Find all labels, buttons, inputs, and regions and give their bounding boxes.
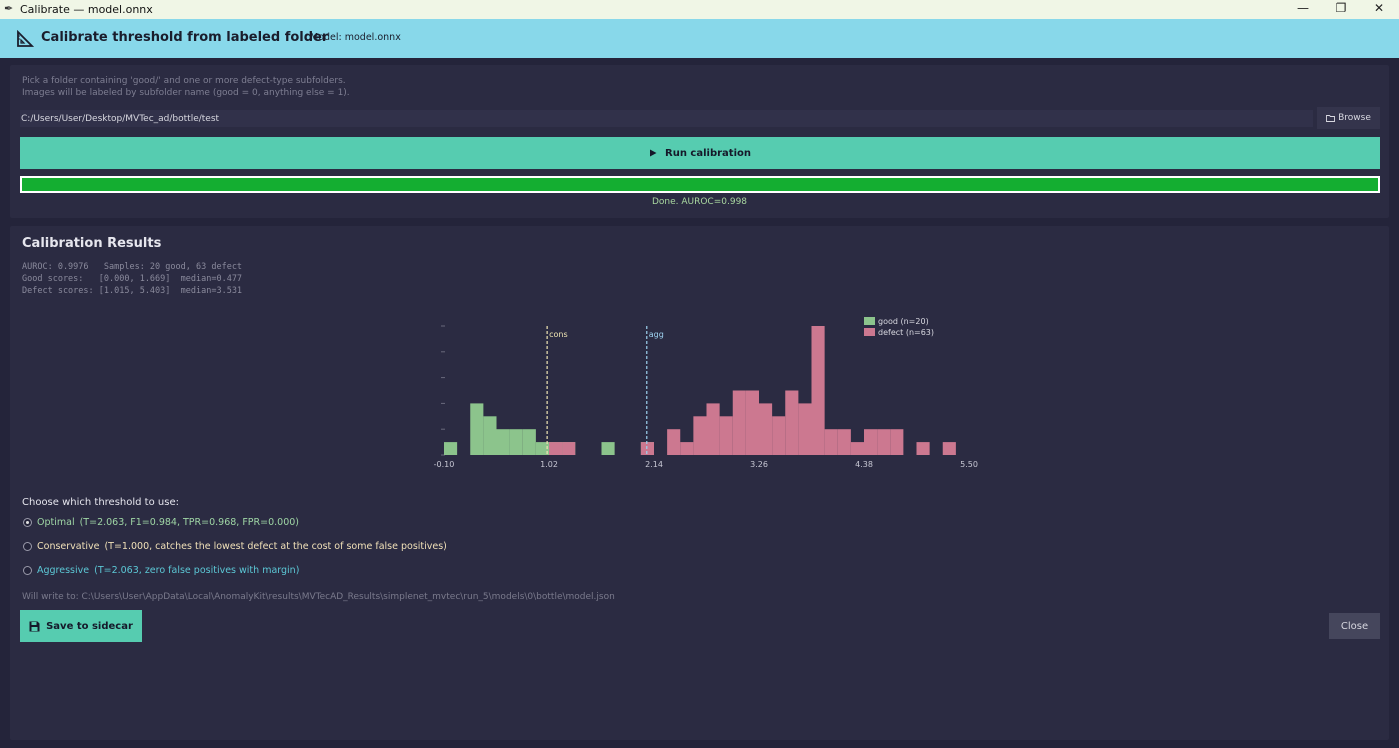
run-calibration-button[interactable]: Run calibration bbox=[20, 137, 1380, 169]
dialog-heading: Calibrate threshold from labeled folder bbox=[41, 30, 329, 45]
maximize-button[interactable]: ❐ bbox=[1335, 1, 1347, 15]
defect-bar bbox=[772, 416, 786, 455]
defect-bar bbox=[640, 442, 654, 455]
radio-aggressive[interactable]: Aggressive (T=2.063, zero false positive… bbox=[23, 565, 299, 576]
defect-bar bbox=[877, 429, 891, 455]
legend-entry: good (n=20) bbox=[878, 317, 929, 326]
optimal-option-detail: (T=2.063, F1=0.984, TPR=0.968, FPR=0.000… bbox=[79, 517, 299, 528]
good-bar bbox=[601, 442, 615, 455]
radio-optimal[interactable]: Optimal (T=2.063, F1=0.984, TPR=0.968, F… bbox=[23, 517, 299, 528]
calibration-status: Done. AUROC=0.998 bbox=[651, 197, 748, 207]
play-icon bbox=[650, 149, 657, 157]
model-label: Model: model.onnx bbox=[310, 32, 401, 43]
radio-button-aggressive[interactable] bbox=[23, 566, 32, 575]
good-bar bbox=[496, 429, 510, 455]
defect-bar bbox=[549, 442, 563, 455]
progress-fill bbox=[22, 178, 1378, 191]
progress-bar bbox=[20, 176, 1380, 193]
conservative-option-detail: (T=1.000, catches the lowest defect at t… bbox=[104, 541, 447, 552]
conservative-option-name: Conservative bbox=[37, 541, 100, 552]
defect-bar bbox=[785, 390, 799, 455]
folder-path-input[interactable] bbox=[20, 110, 1313, 127]
defect-bar bbox=[719, 416, 733, 455]
x-tick-label: 1.02 bbox=[540, 460, 558, 469]
minimize-button[interactable]: — bbox=[1297, 1, 1309, 15]
radio-button-conservative[interactable] bbox=[23, 542, 32, 551]
good-bar bbox=[509, 429, 523, 455]
close-button[interactable]: Close bbox=[1329, 613, 1380, 639]
x-tick-label: 2.14 bbox=[645, 460, 663, 469]
defect-bar bbox=[706, 403, 720, 455]
defect-bar bbox=[667, 429, 681, 455]
header-banner: Calibrate threshold from labeled folder … bbox=[0, 19, 1399, 58]
results-panel bbox=[10, 226, 1389, 740]
optimal-option-name: Optimal bbox=[37, 517, 75, 528]
legend-swatch bbox=[864, 328, 875, 336]
defect-bar bbox=[745, 390, 759, 455]
folder-hint-line1: Pick a folder containing 'good/' and one… bbox=[22, 76, 346, 86]
close-window-button[interactable]: ✕ bbox=[1373, 1, 1385, 15]
feather-app-icon: ✒ bbox=[4, 2, 14, 15]
folder-hint-line2: Images will be labeled by subfolder name… bbox=[22, 88, 350, 98]
defect-bar bbox=[759, 403, 773, 455]
defect-bar bbox=[837, 429, 851, 455]
defect-bar bbox=[693, 416, 707, 455]
defect-bar bbox=[916, 442, 930, 455]
legend-swatch bbox=[864, 317, 875, 325]
browse-button[interactable]: Browse bbox=[1317, 107, 1380, 129]
radio-button-optimal[interactable] bbox=[23, 518, 32, 527]
browse-label: Browse bbox=[1338, 113, 1371, 123]
defect-bar bbox=[824, 429, 838, 455]
defect-bar bbox=[850, 442, 864, 455]
ruler-triangle-icon bbox=[17, 30, 34, 47]
save-to-sidecar-button[interactable]: Save to sidecar bbox=[20, 610, 142, 642]
threshold-choice-prompt: Choose which threshold to use: bbox=[22, 497, 179, 508]
good-bar bbox=[535, 442, 549, 455]
window-title-bar: ✒ Calibrate — model.onnx — ❐ ✕ bbox=[0, 0, 1399, 19]
window-title: Calibrate — model.onnx bbox=[20, 3, 153, 16]
results-title: Calibration Results bbox=[22, 236, 162, 251]
defect-bar bbox=[811, 326, 825, 455]
x-tick-label: -0.10 bbox=[434, 460, 455, 469]
good-bar bbox=[470, 403, 484, 455]
x-tick-label: 5.50 bbox=[960, 460, 978, 469]
folder-icon bbox=[1326, 115, 1336, 122]
save-to-sidecar-label: Save to sidecar bbox=[46, 620, 133, 632]
defect-bar bbox=[942, 442, 956, 455]
aggressive-option-name: Aggressive bbox=[37, 565, 90, 576]
x-tick-label: 4.38 bbox=[855, 460, 873, 469]
defect-bar bbox=[890, 429, 904, 455]
defect-bar bbox=[732, 390, 746, 455]
stats-good-line: Good scores: [0.000, 1.669] median=0.477 bbox=[22, 274, 243, 284]
defect-bar bbox=[798, 403, 812, 455]
defect-bar bbox=[864, 429, 878, 455]
good-bar bbox=[483, 416, 497, 455]
defect-bar bbox=[680, 442, 694, 455]
stats-defect-line: Defect scores: [1.015, 5.403] median=3.5… bbox=[22, 286, 243, 296]
save-icon bbox=[29, 621, 40, 631]
radio-conservative[interactable]: Conservative (T=1.000, catches the lowes… bbox=[23, 541, 447, 552]
output-path-text: Will write to: C:\Users\User\AppData\Loc… bbox=[22, 592, 615, 602]
threshold-label-cons: cons bbox=[549, 330, 568, 339]
x-tick-label: 3.26 bbox=[750, 460, 768, 469]
run-calibration-label: Run calibration bbox=[665, 147, 751, 159]
good-bar bbox=[444, 442, 458, 455]
legend-entry: defect (n=63) bbox=[878, 328, 934, 337]
good-bar bbox=[522, 429, 536, 455]
aggressive-option-detail: (T=2.063, zero false positives with marg… bbox=[94, 565, 300, 576]
stats-auroc-line: AUROC: 0.9976 Samples: 20 good, 63 defec… bbox=[22, 262, 243, 272]
defect-bar bbox=[562, 442, 576, 455]
threshold-label-agg: agg bbox=[649, 330, 664, 339]
